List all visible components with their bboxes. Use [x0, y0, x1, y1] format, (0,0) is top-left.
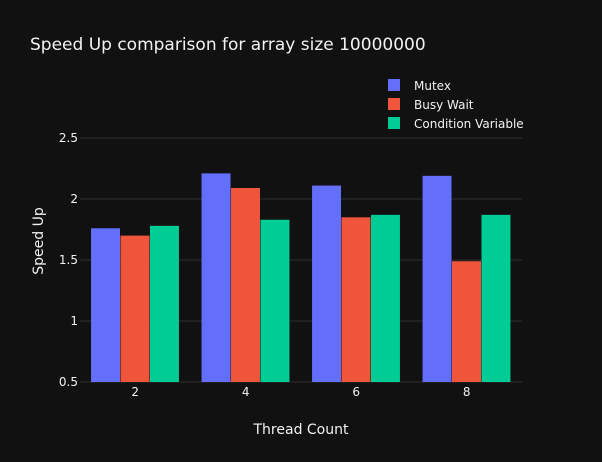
bar-condition-variable[interactable]	[370, 214, 400, 382]
bar-condition-variable[interactable]	[260, 219, 290, 382]
bar-mutex[interactable]	[422, 175, 452, 382]
y-tick-label: 0.5	[59, 375, 78, 389]
chart-title: Speed Up comparison for array size 10000…	[30, 35, 426, 55]
legend-swatch[interactable]	[388, 98, 400, 110]
bar-mutex[interactable]	[312, 185, 342, 382]
x-tick-labels: 2 4 6 8	[131, 385, 470, 399]
legend[interactable]: Mutex Busy Wait Condition Variable	[388, 79, 524, 131]
y-tick-label: 2.5	[59, 131, 78, 145]
legend-label[interactable]: Mutex	[414, 79, 451, 93]
bar-condition-variable[interactable]	[481, 214, 511, 382]
bar-busy-wait[interactable]	[231, 188, 260, 382]
bar-condition-variable[interactable]	[149, 225, 179, 382]
y-axis-title: Speed Up	[31, 207, 47, 275]
y-tick-label: 1.5	[59, 253, 78, 267]
y-tick-label: 1	[70, 314, 78, 328]
y-tick-labels: 0.5 1 1.5 2 2.5	[59, 131, 78, 389]
bar-busy-wait[interactable]	[341, 217, 371, 382]
bars	[91, 173, 511, 382]
bar-busy-wait[interactable]	[120, 235, 150, 382]
legend-label[interactable]: Busy Wait	[414, 98, 474, 112]
x-tick-label: 2	[131, 385, 139, 399]
x-tick-label: 4	[242, 385, 250, 399]
x-axis-title: Thread Count	[253, 422, 349, 438]
x-tick-label: 8	[463, 385, 471, 399]
y-tick-label: 2	[70, 192, 78, 206]
bar-mutex[interactable]	[91, 228, 121, 382]
x-tick-label: 6	[352, 385, 360, 399]
bar-mutex[interactable]	[201, 173, 231, 382]
legend-swatch[interactable]	[388, 79, 400, 91]
bar-busy-wait[interactable]	[452, 261, 481, 382]
legend-swatch[interactable]	[388, 117, 400, 129]
legend-label[interactable]: Condition Variable	[414, 117, 524, 131]
